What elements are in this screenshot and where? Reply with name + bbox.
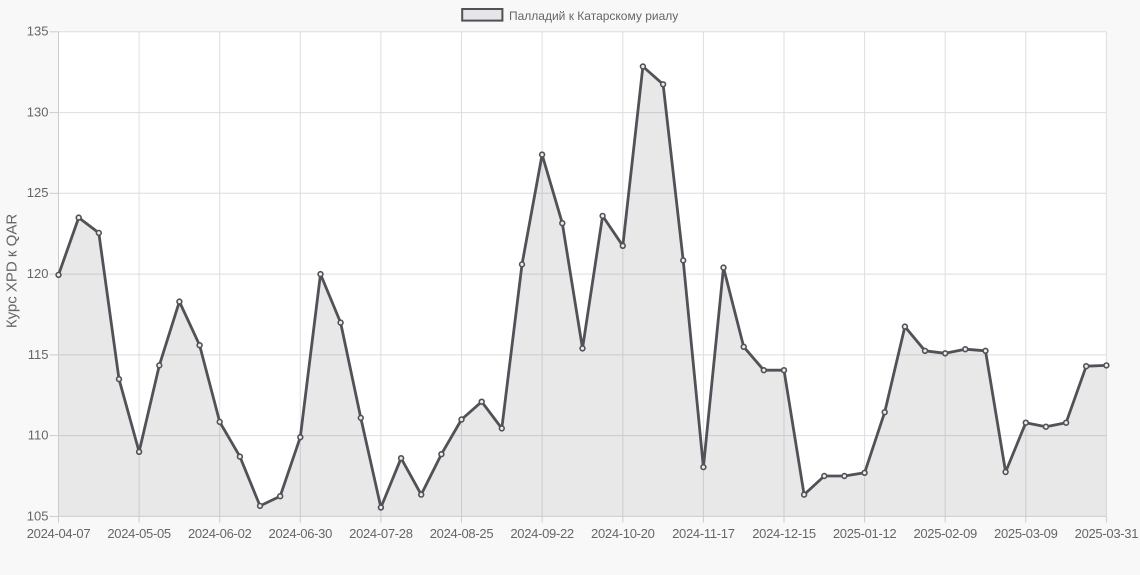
svg-text:2024-09-22: 2024-09-22 [510,526,574,541]
svg-text:2024-05-05: 2024-05-05 [107,526,171,541]
svg-text:2024-07-28: 2024-07-28 [349,526,413,541]
svg-text:2024-06-30: 2024-06-30 [269,526,333,541]
svg-text:2024-10-20: 2024-10-20 [591,526,655,541]
svg-text:105: 105 [27,508,49,523]
svg-text:115: 115 [28,347,49,362]
svg-text:Палладий к Катарскому риалу: Палладий к Катарскому риалу [509,9,678,23]
svg-text:2024-06-02: 2024-06-02 [188,526,252,541]
svg-text:2025-02-09: 2025-02-09 [913,526,977,541]
svg-text:2024-04-07: 2024-04-07 [27,526,91,541]
svg-text:2024-11-17: 2024-11-17 [672,526,735,541]
svg-text:110: 110 [28,428,49,443]
svg-text:Курс XPD к QAR: Курс XPD к QAR [4,214,21,328]
svg-text:2025-03-09: 2025-03-09 [994,526,1058,541]
svg-text:2025-03-31: 2025-03-31 [1075,526,1139,541]
svg-text:135: 135 [27,24,49,39]
svg-text:125: 125 [27,185,49,200]
svg-text:2024-08-25: 2024-08-25 [430,526,494,541]
svg-text:120: 120 [27,266,49,281]
svg-text:2025-01-12: 2025-01-12 [833,526,897,541]
svg-text:2024-12-15: 2024-12-15 [752,526,816,541]
svg-text:130: 130 [27,105,49,120]
